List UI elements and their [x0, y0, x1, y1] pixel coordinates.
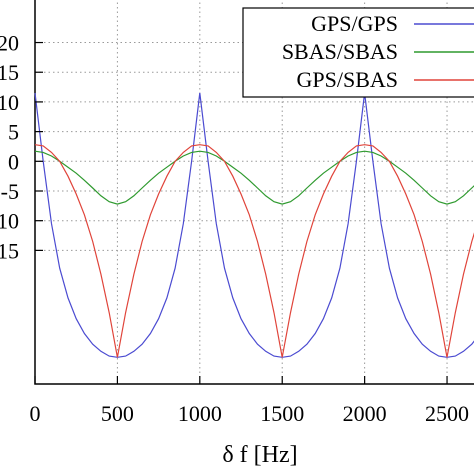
x-tick-label: 2500 — [425, 401, 469, 426]
y-tick-label: -10 — [0, 209, 19, 234]
x-tick-label: 1500 — [260, 401, 304, 426]
y-tick-label: 5 — [8, 120, 19, 145]
y-tick-label: 10 — [0, 90, 19, 115]
legend-label: GPS/SBAS — [296, 67, 398, 92]
y-tick-label: 0 — [8, 149, 19, 174]
y-tick-label: 15 — [0, 60, 19, 85]
x-axis-label: δ f [Hz] — [222, 442, 297, 468]
series-line-gps-sbas — [34, 144, 474, 358]
axis-ticks: 0 500 1000 1500 2000 2500 20 15 10 5 0 -5 -10 -15 — [0, 31, 469, 426]
legend: GPS/GPS SBAS/SBAS GPS/SBAS — [242, 7, 474, 98]
x-tick-label: 0 — [30, 401, 41, 426]
series-line-gps-gps — [34, 92, 474, 358]
x-tick-label: 1000 — [178, 401, 222, 426]
x-tick-label: 2000 — [343, 401, 387, 426]
y-tick-label: 20 — [0, 31, 19, 56]
legend-label: SBAS/SBAS — [282, 39, 398, 64]
y-tick-label: -15 — [0, 238, 19, 263]
legend-label: GPS/GPS — [311, 11, 398, 36]
series-line-sbas-sbas — [34, 150, 474, 205]
series-group — [34, 92, 474, 358]
x-tick-label: 500 — [101, 401, 134, 426]
y-tick-label: -5 — [1, 179, 19, 204]
